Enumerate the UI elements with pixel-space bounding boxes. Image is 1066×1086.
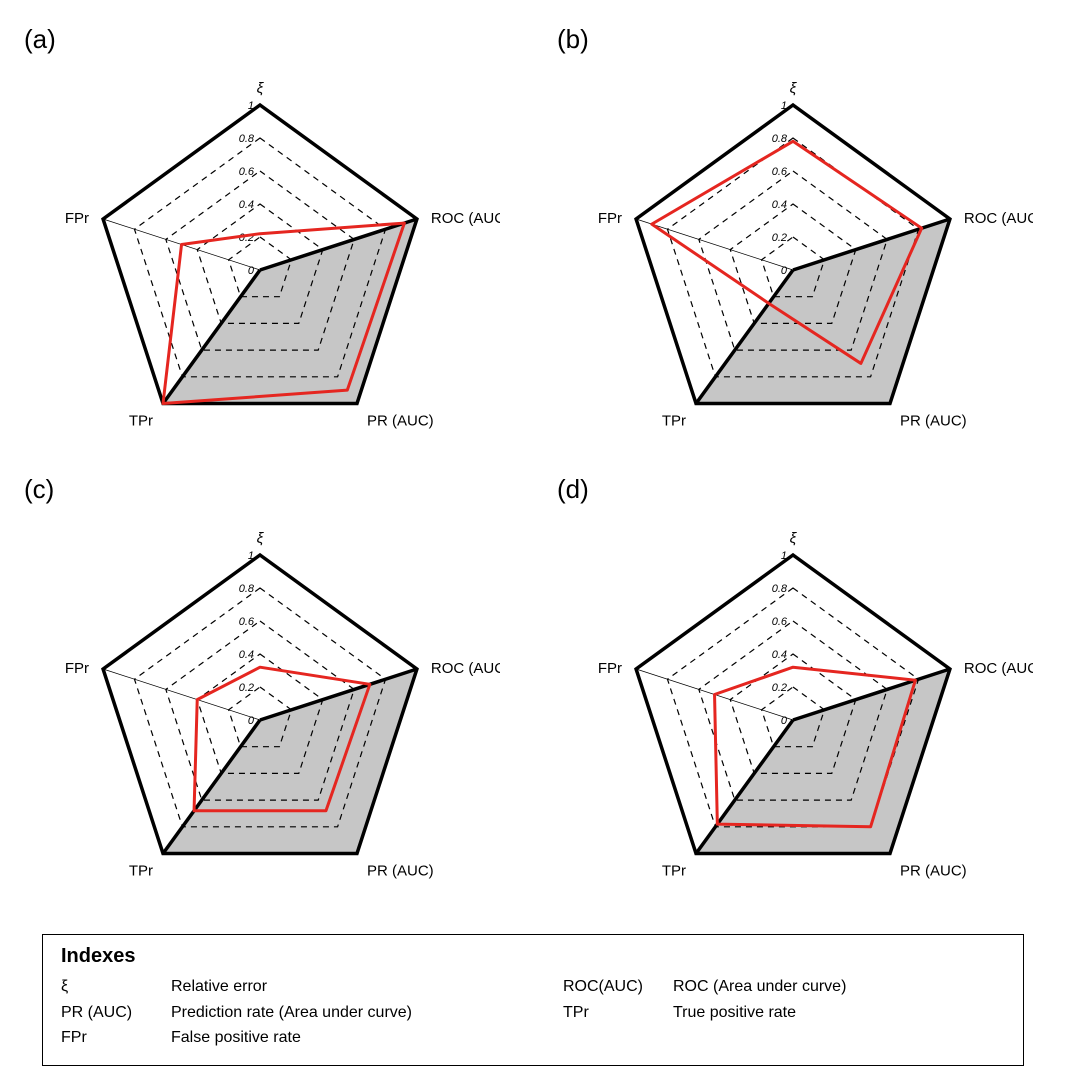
svg-text:ROC (AUC): ROC (AUC) bbox=[431, 210, 500, 227]
svg-text:TPr: TPr bbox=[129, 862, 153, 879]
svg-text:ROC (AUC): ROC (AUC) bbox=[964, 210, 1033, 227]
svg-text:0.8: 0.8 bbox=[772, 583, 788, 595]
svg-text:PR (AUC): PR (AUC) bbox=[367, 862, 434, 879]
radar-a: 00.20.40.60.81ξROC (AUC)PR (AUC)TPrFPr bbox=[20, 20, 513, 460]
svg-text:FPr: FPr bbox=[65, 210, 89, 227]
panel-label-c: (c) bbox=[24, 474, 54, 505]
svg-text:ξ: ξ bbox=[257, 80, 265, 97]
svg-text:FPr: FPr bbox=[65, 660, 89, 677]
legend-entry: ξRelative error bbox=[61, 974, 503, 1000]
legend-desc: False positive rate bbox=[171, 1025, 301, 1051]
legend-desc: Prediction rate (Area under curve) bbox=[171, 1000, 412, 1026]
panel-d: (d) 0 0.2 0.4 0.6 0.8 1ξ ROC (AUC) PR (AUC) TPr F… bbox=[553, 470, 1046, 910]
svg-text:0: 0 bbox=[781, 265, 788, 277]
svg-text:0.4: 0.4 bbox=[239, 649, 254, 661]
svg-text:0.8: 0.8 bbox=[772, 133, 788, 145]
legend-columns: ξRelative errorPR (AUC)Prediction rate (… bbox=[61, 974, 1005, 1051]
radar-c: 0 0.2 0.4 0.6 0.8 1ξ ROC (AUC) PR (AUC) TPr FPr bbox=[20, 470, 513, 910]
panel-grid: (a) 00.20.40.60.81ξROC (AUC)PR (AUC)TPrF… bbox=[20, 20, 1046, 910]
legend-key: TPr bbox=[563, 1000, 673, 1026]
svg-text:PR (AUC): PR (AUC) bbox=[900, 862, 967, 879]
panel-label-a: (a) bbox=[24, 24, 56, 55]
legend-key: PR (AUC) bbox=[61, 1000, 171, 1026]
svg-text:0.4: 0.4 bbox=[772, 649, 787, 661]
svg-text:ξ: ξ bbox=[790, 80, 798, 97]
panel-c: (c) 0 0.2 0.4 0.6 0.8 1ξ ROC (AUC) PR (AUC) TPr F… bbox=[20, 470, 513, 910]
radar-d: 0 0.2 0.4 0.6 0.8 1ξ ROC (AUC) PR (AUC) TPr FPr bbox=[553, 470, 1046, 910]
svg-text:1: 1 bbox=[781, 550, 787, 562]
legend-col-2: ROC(AUC)ROC (Area under curve)TPrTrue po… bbox=[563, 974, 1005, 1051]
svg-text:TPr: TPr bbox=[662, 862, 686, 879]
svg-text:0.4: 0.4 bbox=[239, 199, 254, 211]
svg-text:0.6: 0.6 bbox=[239, 616, 255, 628]
legend-key: ξ bbox=[61, 974, 171, 1000]
svg-text:0: 0 bbox=[248, 715, 255, 727]
svg-text:TPr: TPr bbox=[129, 412, 153, 429]
svg-text:ξ: ξ bbox=[257, 530, 265, 547]
legend-desc: Relative error bbox=[171, 974, 267, 1000]
svg-text:0.6: 0.6 bbox=[772, 616, 788, 628]
panel-b: (b) 0 0.2 0.4 0.6 0.8 1ξ ROC (AUC) PR (AUC) TPr F… bbox=[553, 20, 1046, 460]
svg-text:0.4: 0.4 bbox=[772, 199, 787, 211]
radar-b: 0 0.2 0.4 0.6 0.8 1ξ ROC (AUC) PR (AUC) TPr FPr bbox=[553, 20, 1046, 460]
panel-a: (a) 00.20.40.60.81ξROC (AUC)PR (AUC)TPrF… bbox=[20, 20, 513, 460]
svg-text:FPr: FPr bbox=[598, 660, 622, 677]
legend-desc: True positive rate bbox=[673, 1000, 796, 1026]
svg-text:1: 1 bbox=[248, 100, 254, 112]
svg-text:0.2: 0.2 bbox=[239, 682, 254, 694]
panel-label-d: (d) bbox=[557, 474, 589, 505]
svg-text:ROC (AUC): ROC (AUC) bbox=[964, 660, 1033, 677]
svg-text:0.6: 0.6 bbox=[772, 166, 788, 178]
svg-text:PR (AUC): PR (AUC) bbox=[900, 412, 967, 429]
legend-key: ROC(AUC) bbox=[563, 974, 673, 1000]
svg-text:0.8: 0.8 bbox=[239, 133, 255, 145]
svg-text:1: 1 bbox=[248, 550, 254, 562]
svg-text:TPr: TPr bbox=[662, 412, 686, 429]
legend-entry: TPrTrue positive rate bbox=[563, 1000, 1005, 1026]
svg-text:0.8: 0.8 bbox=[239, 583, 255, 595]
svg-text:0: 0 bbox=[248, 265, 255, 277]
svg-text:ROC (AUC): ROC (AUC) bbox=[431, 660, 500, 677]
svg-text:0: 0 bbox=[781, 715, 788, 727]
svg-text:ξ: ξ bbox=[790, 530, 798, 547]
svg-text:PR (AUC): PR (AUC) bbox=[367, 412, 434, 429]
svg-text:0.2: 0.2 bbox=[772, 232, 787, 244]
svg-text:FPr: FPr bbox=[598, 210, 622, 227]
svg-text:0.6: 0.6 bbox=[239, 166, 255, 178]
legend-desc: ROC (Area under curve) bbox=[673, 974, 846, 1000]
legend-col-1: ξRelative errorPR (AUC)Prediction rate (… bbox=[61, 974, 503, 1051]
legend-entry: FPrFalse positive rate bbox=[61, 1025, 503, 1051]
svg-text:1: 1 bbox=[781, 100, 787, 112]
panel-label-b: (b) bbox=[557, 24, 589, 55]
legend-entry: PR (AUC)Prediction rate (Area under curv… bbox=[61, 1000, 503, 1026]
svg-text:0.2: 0.2 bbox=[772, 682, 787, 694]
legend-entry: ROC(AUC)ROC (Area under curve) bbox=[563, 974, 1005, 1000]
legend-title: Indexes bbox=[61, 945, 1005, 968]
legend-key: FPr bbox=[61, 1025, 171, 1051]
legend-box: Indexes ξRelative errorPR (AUC)Predictio… bbox=[42, 934, 1024, 1066]
